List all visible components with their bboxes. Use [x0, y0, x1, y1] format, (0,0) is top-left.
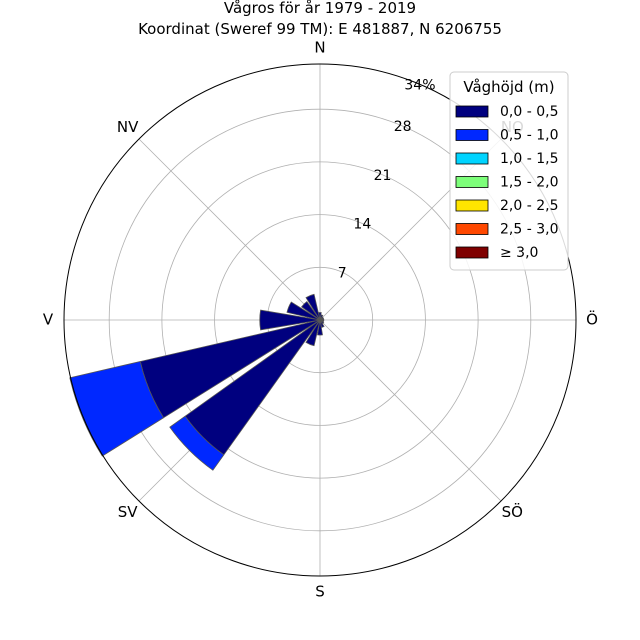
ring-labels: 7 14 21 28 34% — [338, 77, 436, 281]
direction-label: Ö — [586, 310, 598, 329]
legend-label: 1,5 - 2,0 — [500, 175, 558, 191]
grid-spoke — [138, 138, 321, 321]
ring-label: 34% — [404, 77, 435, 93]
wave-bar — [305, 293, 321, 321]
ring-label: 14 — [353, 217, 371, 233]
direction-label: S — [315, 583, 325, 601]
plot-border — [63, 63, 577, 577]
bars — [69, 293, 325, 471]
legend-label: 1,0 - 1,5 — [500, 151, 558, 167]
legend-label: 0,5 - 1,0 — [500, 128, 558, 144]
direction-label: SV — [118, 503, 139, 521]
chart-subtitle: Koordinat (Sweref 99 TM): E 481887, N 62… — [138, 20, 502, 38]
wave-bar — [317, 319, 323, 336]
legend-label: 2,0 - 2,5 — [500, 198, 558, 214]
wave-bar — [318, 312, 322, 321]
wave-bar — [169, 415, 225, 471]
ring-label: 7 — [338, 265, 347, 281]
wave-bar — [286, 301, 321, 321]
legend-frame — [449, 71, 569, 271]
ring-label: 28 — [394, 119, 412, 135]
legend-swatch — [455, 199, 489, 212]
legend-swatch — [455, 223, 489, 235]
wave-bar — [319, 319, 325, 328]
legend-swatch — [455, 246, 489, 259]
legend-swatch — [455, 129, 489, 141]
ring-label: 21 — [374, 168, 392, 184]
legend-swatch — [455, 105, 489, 118]
direction-label: SÖ — [502, 502, 523, 521]
grid-spoke — [319, 319, 502, 502]
chart-title: Vågros för år 1979 - 2019 — [224, 0, 416, 17]
legend-label: ≥ 3,0 — [500, 245, 538, 261]
wave-bar — [301, 301, 321, 321]
legend-label: 2,5 - 3,0 — [500, 222, 558, 238]
legend-swatch — [455, 176, 489, 188]
legend-items: 0,0 - 0,5 0,5 - 1,0 1,0 - 1,5 1,5 - 2,0 2,0 … — [455, 104, 558, 261]
wave-bar — [305, 319, 321, 347]
direction-label: V — [43, 311, 54, 329]
wave-bar — [259, 309, 321, 331]
legend-title: Våghöjd (m) — [463, 78, 554, 96]
legend-swatch — [455, 152, 489, 165]
legend: Våghöjd (m) 0,0 - 0,5 0,5 - 1,0 1,0 - 1,5 1… — [449, 71, 569, 271]
direction-label: NV — [117, 118, 139, 136]
wave-bar — [69, 361, 165, 457]
direction-label: N — [314, 39, 325, 57]
legend-label: 0,0 - 0,5 — [500, 104, 558, 120]
